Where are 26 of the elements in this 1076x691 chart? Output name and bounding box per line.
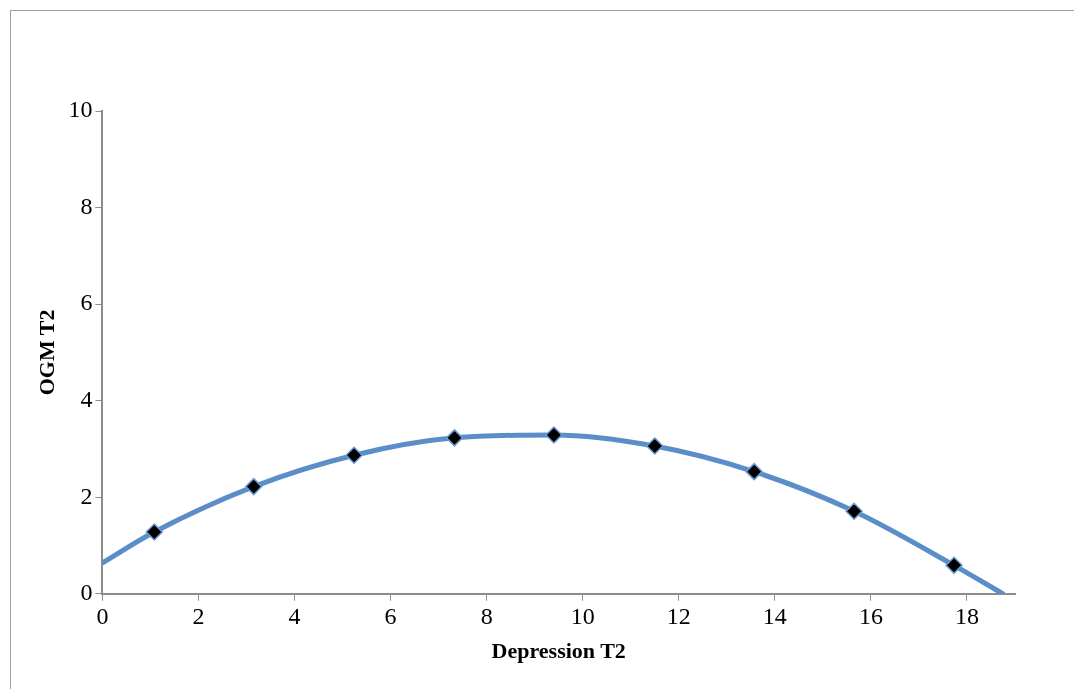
point bbox=[545, 426, 563, 444]
y-tick-label: 10 bbox=[68, 96, 93, 123]
x-tick-label: 2 bbox=[192, 603, 205, 630]
x-tick-label: 10 bbox=[570, 603, 595, 630]
point bbox=[145, 523, 164, 541]
x-tick-label: 8 bbox=[480, 603, 493, 630]
y-axis-title: OGM T2 bbox=[33, 309, 59, 396]
x-axis-title: Depression T2 bbox=[491, 638, 626, 664]
x-tick-label: 6 bbox=[384, 603, 397, 630]
point bbox=[945, 556, 963, 575]
y-tick-label: 4 bbox=[80, 385, 93, 412]
point bbox=[745, 462, 763, 481]
point bbox=[445, 429, 464, 447]
point bbox=[845, 502, 863, 520]
x-tick-label: 18 bbox=[954, 603, 979, 630]
x-tick-label: 4 bbox=[288, 603, 301, 630]
x-tick-label: 14 bbox=[762, 603, 787, 630]
x-tick-label: 16 bbox=[858, 603, 883, 630]
point bbox=[345, 446, 363, 464]
x-tick-label: 12 bbox=[666, 603, 691, 630]
y-tick-label: 2 bbox=[80, 482, 93, 509]
y-tick-label: 0 bbox=[80, 579, 93, 606]
point bbox=[244, 477, 263, 496]
point bbox=[646, 437, 664, 455]
y-tick-label: 6 bbox=[80, 289, 93, 316]
y-tick-label: 8 bbox=[80, 192, 93, 219]
